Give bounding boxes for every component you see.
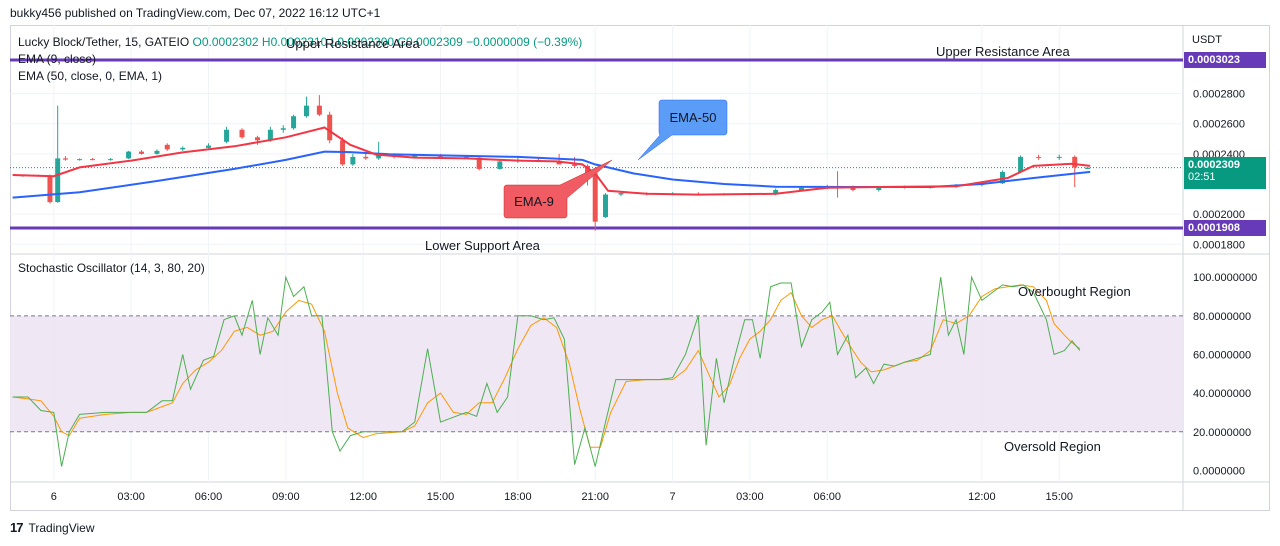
candle-body [1056, 156, 1062, 158]
upper-resistance-annotation-left: Upper Resistance Area [286, 36, 420, 51]
chart-frame [10, 25, 1270, 511]
candle-countdown: 02:51 [1188, 171, 1216, 183]
candle-body [164, 144, 170, 150]
tradingview-logo-icon: 17 [10, 520, 24, 535]
candle-body [1085, 167, 1091, 169]
time-tick-label: 03:00 [117, 491, 145, 503]
candle-body [412, 155, 418, 157]
candle-body [592, 173, 598, 222]
time-tick-label: 06:00 [813, 491, 841, 503]
support-price-label: 0.0001908 [1184, 220, 1266, 236]
time-tick-label: 12:00 [968, 491, 996, 503]
currency-label: USDT [1192, 34, 1222, 46]
oscillator-tick-label: 20.0000000 [1193, 427, 1251, 439]
lower-support-annotation: Lower Support Area [425, 238, 540, 253]
ohlc-readout: O0.0002302 H0.0002310 L0.0002300 C0.0002… [192, 35, 583, 49]
candle-body [850, 187, 856, 191]
footer: 17 TradingView [10, 520, 95, 535]
stochastic-band-fill [10, 315, 1183, 432]
ema9-callout-label: EMA-9 [514, 194, 554, 209]
candle-body [603, 194, 609, 218]
candle-body [350, 156, 356, 165]
upper-resistance-annotation-right: Upper Resistance Area [936, 44, 1070, 59]
candle-body [180, 147, 186, 150]
candle-body [1018, 156, 1024, 172]
candle-body [1000, 171, 1006, 184]
main-legend: Lucky Block/Tether, 15, GATEIO O0.000230… [18, 35, 582, 49]
candle-body [77, 159, 83, 161]
candle-body [798, 187, 804, 191]
candle-body [267, 129, 273, 141]
candle-body [1036, 156, 1042, 158]
candle-body [224, 129, 230, 142]
candle-body [254, 137, 260, 141]
oscillator-tick-label: 0.0000000 [1193, 465, 1245, 477]
ema9-line [12, 126, 1091, 196]
time-tick-label: 18:00 [504, 491, 532, 503]
time-tick-label: 21:00 [581, 491, 609, 503]
candle-body [126, 151, 132, 159]
ema50-callout-label: EMA-50 [670, 110, 717, 125]
time-tick-label: 03:00 [736, 491, 764, 503]
candle-body [1072, 156, 1078, 168]
candle-body [497, 161, 503, 169]
oscillator-tick-label: 80.0000000 [1193, 311, 1251, 323]
overbought-annotation: Overbought Region [1018, 284, 1131, 299]
stochastic-legend[interactable]: Stochastic Oscillator (14, 3, 80, 20) [18, 261, 205, 275]
time-tick-label: 6 [51, 491, 57, 503]
candle-body [280, 128, 286, 130]
last-price-label: 0.0002309 02:51 [1184, 157, 1266, 189]
candle-body [476, 157, 482, 169]
ema50-callout-box [637, 99, 728, 161]
time-tick-label: 09:00 [272, 491, 300, 503]
publish-header: bukky456 published on TradingView.com, D… [10, 6, 381, 20]
candle-body [327, 114, 333, 141]
candle-body [89, 159, 95, 161]
candle-body [47, 176, 53, 203]
time-tick-label: 15:00 [427, 491, 455, 503]
price-tick-label: 0.0002800 [1193, 89, 1245, 101]
candle-body [316, 105, 322, 115]
ema50-legend[interactable]: EMA (50, close, 0, EMA, 1) [18, 69, 163, 83]
price-tick-label: 0.0001800 [1193, 239, 1245, 251]
candle-body [239, 129, 245, 138]
candle-body [876, 187, 882, 191]
candle-body [773, 190, 779, 195]
candle-body [62, 158, 68, 160]
candle-body [303, 105, 309, 117]
candle-body [584, 165, 590, 174]
candle-body [618, 193, 624, 195]
time-tick-label: 15:00 [1045, 491, 1073, 503]
last-price-value: 0.0002309 [1188, 159, 1240, 171]
time-tick-label: 7 [669, 491, 675, 503]
oversold-annotation: Oversold Region [1004, 439, 1101, 454]
candle-body [363, 156, 369, 159]
ema9-legend[interactable]: EMA (9, close) [18, 52, 97, 66]
stochastic-k-line [12, 275, 1081, 467]
symbol-label: Lucky Block/Tether, 15, GATEIO [18, 35, 190, 49]
price-tick-label: 0.0002600 [1193, 119, 1245, 131]
price-tick-label: 0.0002000 [1193, 209, 1245, 221]
candle-body [291, 116, 297, 129]
candle-body [108, 159, 114, 161]
ema9-callout-box [503, 159, 613, 219]
oscillator-tick-label: 100.0000000 [1193, 272, 1257, 284]
candle-body [138, 151, 144, 154]
oscillator-tick-label: 60.0000000 [1193, 349, 1251, 361]
candle-body [154, 150, 160, 154]
candle-body [206, 145, 212, 148]
candle-body [376, 155, 382, 159]
candle-body [463, 156, 469, 158]
candle-body [55, 158, 61, 203]
footer-brand[interactable]: TradingView [28, 520, 95, 535]
time-tick-label: 06:00 [195, 491, 223, 503]
resistance-price-label: 0.0003023 [1184, 52, 1266, 68]
time-tick-label: 12:00 [349, 491, 377, 503]
candle-body [572, 164, 578, 166]
oscillator-tick-label: 40.0000000 [1193, 388, 1251, 400]
